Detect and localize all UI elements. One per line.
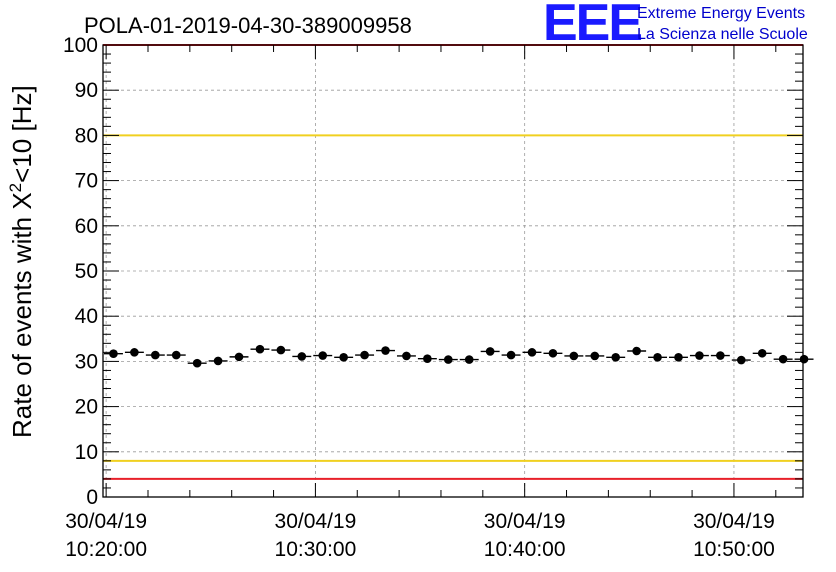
data-point (548, 348, 558, 358)
axis-ticks (103, 44, 803, 498)
y-tick-label: 90 (75, 79, 98, 102)
y-tick-label: 40 (75, 305, 98, 328)
x-tick-labels: 30/04/19 10:20:00 30/04/19 10:30:00 30/04/19… (65, 510, 775, 561)
chart-title: POLA-01-2019-04-30-389009958 (84, 13, 412, 38)
y-axis-title: Rate of events with X2<10 [Hz] (6, 85, 37, 438)
data-point (192, 358, 202, 368)
x-tick-label-time: 10:30:00 (275, 538, 357, 561)
data-point (695, 351, 704, 360)
data-point (590, 351, 600, 361)
x-tick-label-date: 30/04/19 (65, 510, 147, 533)
data-point (485, 347, 495, 356)
data-point (339, 353, 348, 362)
data-point (109, 349, 118, 359)
data-point (276, 345, 286, 355)
data-point (611, 353, 621, 362)
eee-logo-line2: La Scienza nelle Scuole (637, 26, 808, 43)
y-tick-label: 30 (75, 350, 98, 373)
y-tick-label: 100 (63, 34, 98, 57)
data-point (506, 350, 516, 360)
data-point (360, 350, 369, 360)
x-tick-label-date: 30/04/19 (275, 510, 357, 533)
data-point (213, 356, 223, 366)
y-tick-label: 10 (75, 441, 98, 464)
grid (103, 45, 803, 497)
y-tick-label: 60 (75, 215, 98, 238)
eee-logo-letters: EEE (543, 0, 641, 52)
data-point (171, 350, 181, 360)
series-rate (104, 344, 814, 368)
data-point (130, 348, 139, 357)
y-tick-label: 50 (75, 260, 98, 283)
data-point (778, 354, 788, 364)
data-point (255, 344, 265, 354)
eee-logo: EEE Extreme Energy Events La Scienza nel… (543, 0, 808, 52)
data-point (297, 352, 307, 361)
data-point (736, 355, 746, 365)
data-point (799, 354, 809, 364)
data-point (464, 355, 474, 364)
data-point (381, 346, 390, 355)
x-tick-label-time: 10:50:00 (693, 538, 775, 561)
y-tick-label: 20 (75, 396, 98, 419)
data-point (632, 346, 641, 356)
data-point (234, 352, 244, 362)
x-tick-label-date: 30/04/19 (484, 510, 566, 533)
data-point (569, 351, 579, 361)
data-point (443, 355, 453, 364)
data-point (151, 350, 160, 360)
y-tick-label: 0 (86, 486, 98, 509)
x-tick-label-time: 10:40:00 (484, 538, 566, 561)
data-point (527, 348, 537, 357)
reference-lines (103, 44, 803, 480)
data-point (423, 354, 432, 363)
data-point (716, 351, 725, 360)
data-point (674, 353, 683, 362)
data-point (318, 351, 328, 360)
data-series (104, 344, 814, 368)
x-tick-label-date: 30/04/19 (693, 510, 775, 533)
data-point (653, 353, 662, 362)
y-tick-labels: 0 10 20 30 40 50 60 70 80 90 100 (63, 34, 98, 509)
data-point (402, 351, 411, 361)
y-tick-label: 80 (75, 124, 98, 147)
x-tick-label-time: 10:20:00 (65, 538, 147, 561)
eee-logo-line1: Extreme Energy Events (637, 5, 805, 22)
y-tick-label: 70 (75, 170, 98, 193)
data-point (757, 348, 767, 358)
